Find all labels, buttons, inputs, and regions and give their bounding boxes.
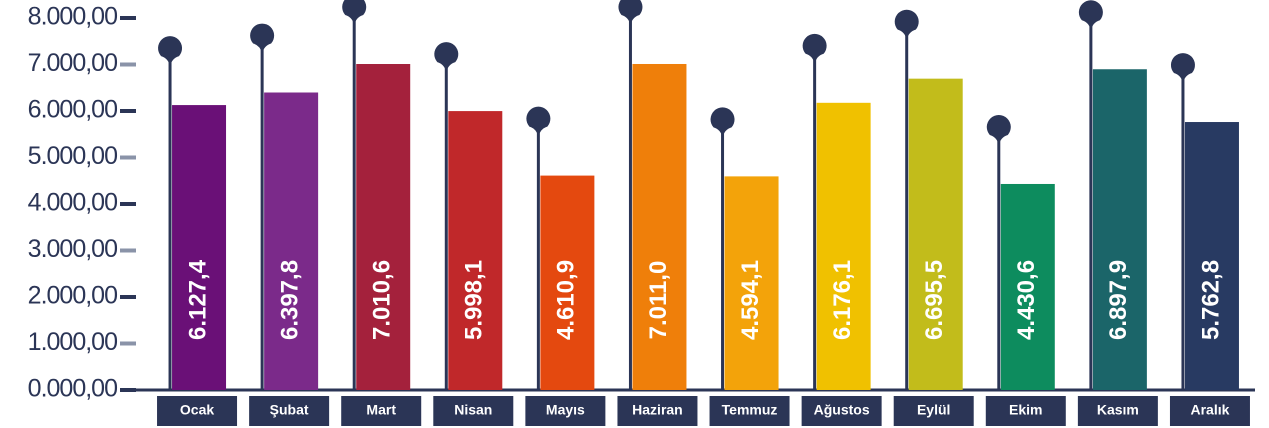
value-label: 4.594,1 <box>737 260 764 340</box>
value-label: 6.176,1 <box>829 260 856 340</box>
bar <box>908 78 963 391</box>
category-box <box>893 396 974 426</box>
x-tick-label: Ekim <box>1009 402 1042 418</box>
value-label: 6.695,5 <box>921 260 948 340</box>
y-tick-label: 0.000,00 <box>28 375 117 403</box>
y-tick-label: 3.000,00 <box>28 235 117 263</box>
pin-head <box>618 0 643 25</box>
category-box <box>801 396 882 426</box>
pin-head <box>250 23 275 54</box>
x-tick-label: Haziran <box>632 402 683 418</box>
y-tick-label: 2.000,00 <box>28 282 117 310</box>
x-tick-label: Mart <box>366 402 396 418</box>
bar <box>448 111 503 390</box>
category-box <box>341 396 422 426</box>
category-box <box>249 396 330 426</box>
bar <box>540 175 595 390</box>
pin-head <box>526 106 551 137</box>
pin-head <box>158 36 183 67</box>
category-box <box>525 396 606 426</box>
category-box <box>1077 396 1158 426</box>
x-tick-label: Ağustos <box>814 402 870 418</box>
value-label: 6.397,8 <box>276 260 303 340</box>
value-label: 6.897,9 <box>1105 260 1132 340</box>
pin-head <box>342 0 367 26</box>
value-label: 4.430,6 <box>1013 260 1040 340</box>
bar <box>724 176 779 390</box>
pin-head <box>894 9 919 40</box>
x-tick-label: Şubat <box>270 402 309 418</box>
y-tick-label: 4.000,00 <box>28 189 117 217</box>
value-label: 5.998,1 <box>461 260 488 340</box>
pin-head <box>710 107 735 138</box>
value-label: 4.610,9 <box>553 260 580 340</box>
pin-head <box>1170 53 1195 84</box>
pin-head <box>1078 0 1103 31</box>
x-tick-label: Kasım <box>1097 402 1139 418</box>
bar <box>1092 69 1147 390</box>
y-tick-label: 7.000,00 <box>28 49 117 77</box>
x-tick-label: Temmuz <box>722 402 778 418</box>
category-box <box>1169 396 1250 426</box>
y-tick-label: 5.000,00 <box>28 142 117 170</box>
x-tick-label: Eylül <box>917 402 950 418</box>
category-box <box>617 396 698 426</box>
pin-head <box>802 33 827 64</box>
category-box <box>985 396 1066 426</box>
x-tick-label: Nisan <box>454 402 492 418</box>
value-label: 5.762,8 <box>1197 260 1224 340</box>
category-box <box>157 396 238 426</box>
x-tick-label: Ocak <box>180 402 214 418</box>
pin-head <box>986 115 1011 145</box>
bar <box>632 63 687 391</box>
value-label: 7.011,0 <box>645 261 672 340</box>
bar <box>356 64 411 390</box>
bar <box>1184 122 1239 391</box>
y-tick-label: 6.000,00 <box>28 96 117 124</box>
bar <box>1000 183 1055 390</box>
y-tick-label: 1.000,00 <box>28 328 117 356</box>
category-box <box>433 396 514 426</box>
bar <box>172 105 227 390</box>
x-tick-label: Aralık <box>1190 402 1229 418</box>
y-tick-label: 8.000,00 <box>28 3 117 31</box>
x-tick-label: Mayıs <box>546 402 585 418</box>
pin-head <box>434 42 459 73</box>
value-label: 6.127,4 <box>184 259 211 340</box>
value-label: 7.010,6 <box>369 260 396 340</box>
category-box <box>709 396 790 426</box>
bar <box>816 102 871 391</box>
bar <box>264 92 319 391</box>
